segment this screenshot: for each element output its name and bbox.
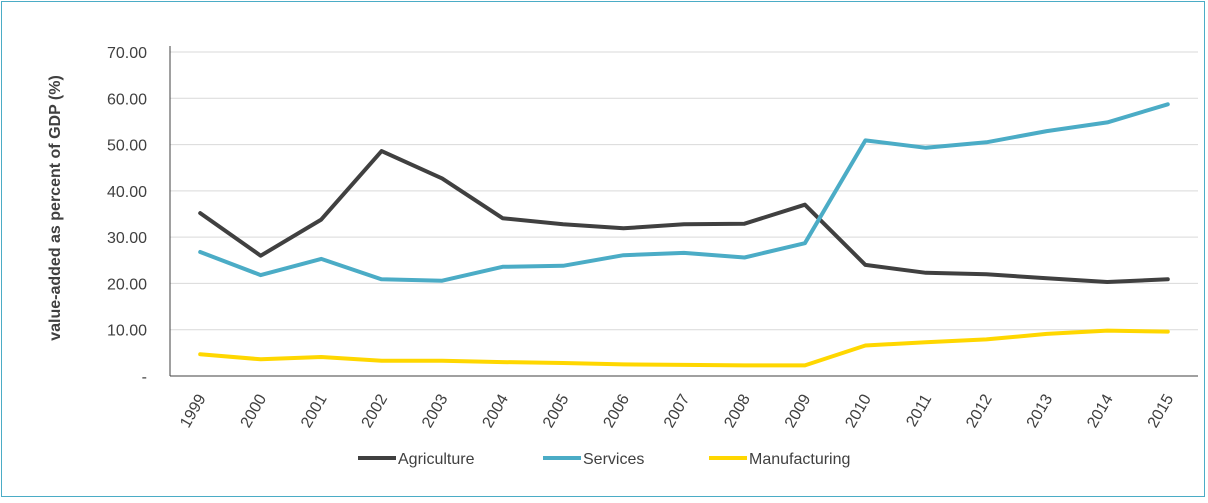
y-tick-label: 30.00	[107, 230, 147, 247]
x-tick-label: 2001	[298, 391, 331, 430]
axes	[169, 46, 1198, 377]
series-lines	[198, 102, 1170, 368]
legend-label: Agriculture	[398, 451, 475, 468]
x-tick-label: 2011	[903, 391, 935, 429]
legend: Agriculture Services Manufacturing	[358, 451, 850, 468]
x-tick-label: 2013	[1024, 391, 1057, 430]
y-tick-label: -	[142, 369, 147, 386]
legend-label: Manufacturing	[749, 451, 850, 468]
legend-item-services: Services	[543, 451, 644, 468]
y-axis-label: value-added as percent of GDP (%)	[47, 75, 64, 341]
x-tick-label: 2007	[661, 391, 694, 430]
legend-label: Services	[583, 451, 644, 468]
legend-item-agriculture: Agriculture	[358, 451, 475, 468]
series-line-manufacturing	[198, 328, 1170, 368]
y-tick-label: 20.00	[107, 276, 147, 293]
x-tick-label: 2010	[842, 391, 875, 430]
gridlines	[170, 51, 1198, 331]
x-tick-label: 2009	[782, 391, 815, 430]
y-tick-labels: - 10.00 20.00 30.00 40.00 50.00 60.00 70.00	[107, 45, 147, 386]
y-tick-label: 60.00	[107, 91, 147, 108]
x-tick-labels: 1999 2000 2001 2002 2003 2004 2005 2006 2007 2008…	[177, 391, 1177, 430]
x-tick-label: 1999	[177, 391, 210, 430]
x-tick-label: 2002	[359, 391, 392, 430]
x-tick-label: 2005	[540, 391, 573, 430]
x-tick-label: 2012	[963, 391, 996, 430]
series-line-services	[198, 102, 1170, 283]
x-tick-label: 2003	[419, 391, 452, 430]
y-tick-label: 70.00	[107, 45, 147, 62]
x-tick-label: 2000	[238, 391, 271, 430]
x-tick-label: 2006	[600, 391, 633, 430]
x-tick-label: 2015	[1145, 391, 1178, 430]
legend-item-manufacturing: Manufacturing	[709, 451, 850, 468]
series-line-agriculture	[198, 149, 1170, 284]
x-tick-label: 2014	[1084, 391, 1117, 430]
x-tick-label: 2008	[721, 391, 754, 430]
y-tick-label: 50.00	[107, 138, 147, 155]
x-tick-label: 2004	[480, 391, 513, 430]
y-tick-label: 10.00	[107, 323, 147, 340]
y-tick-label: 40.00	[107, 184, 147, 201]
